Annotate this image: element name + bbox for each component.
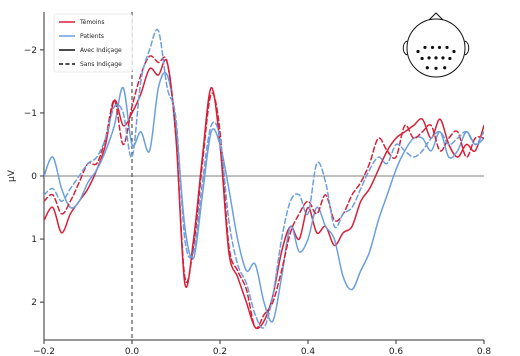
legend-label-sans-indicage: Sans Indiçage (80, 61, 122, 68)
legend-entry-sans-indicage: Sans Indiçage (59, 61, 122, 68)
x-tick-label: 0.2 (213, 347, 227, 356)
y-ticks: −2 −1 0 1 2 (24, 46, 44, 308)
series-line-4 (44, 28, 484, 329)
y-tick-label: 1 (31, 235, 37, 245)
series-line-2 (44, 71, 484, 323)
electrode-dot (416, 49, 420, 54)
electrode-dot (434, 66, 438, 70)
legend-label-avec-indicage: Avec Indiçage (80, 47, 122, 54)
y-tick-label: 2 (31, 298, 37, 308)
legend: Témoins Patients Avec Indiçage Sans Indi… (53, 13, 133, 73)
series-line-3 (44, 55, 484, 329)
head-right-ear (464, 40, 470, 56)
legend-entry-avec-indicage: Avec Indiçage (59, 47, 122, 54)
head-outline (406, 18, 466, 78)
electrode-dot (441, 56, 445, 60)
electrode-dot (423, 45, 427, 50)
electrode-dot (425, 66, 429, 70)
y-axis-label: µV (7, 169, 17, 182)
x-tick-label: −0.2 (33, 347, 55, 356)
legend-box (53, 13, 133, 73)
x-tick-label: 0.0 (125, 347, 140, 356)
legend-entry-patients: Patients (59, 33, 104, 40)
electrode-head-map (402, 12, 470, 78)
legend-label-patients: Patients (80, 33, 104, 40)
electrode-dot (445, 45, 449, 50)
y-tick-label: 0 (31, 172, 37, 182)
x-ticks: −0.2 0.0 0.2 0.4 0.6 0.8 (33, 340, 491, 356)
x-tick-label: 0.4 (301, 347, 316, 356)
series-line-1 (44, 59, 484, 330)
electrode-dot (434, 56, 438, 60)
head-left-ear (402, 40, 408, 56)
x-tick-label: 0.6 (389, 347, 404, 356)
electrode-dot (427, 56, 431, 60)
electrode-dot (420, 56, 424, 61)
electrode-dot (443, 66, 447, 70)
electrode-dot (448, 56, 452, 61)
electrode-dots (416, 45, 456, 70)
head-nose (428, 12, 444, 21)
y-tick-label: −1 (24, 109, 37, 119)
electrode-dot (437, 45, 442, 50)
legend-label-temoins: Témoins (79, 19, 104, 26)
legend-entry-temoins: Témoins (59, 19, 104, 26)
series-group (44, 28, 484, 330)
x-tick-label: 0.8 (477, 347, 492, 356)
electrode-dot (452, 49, 456, 54)
electrode-dot (430, 45, 435, 50)
y-tick-label: −2 (24, 46, 37, 56)
